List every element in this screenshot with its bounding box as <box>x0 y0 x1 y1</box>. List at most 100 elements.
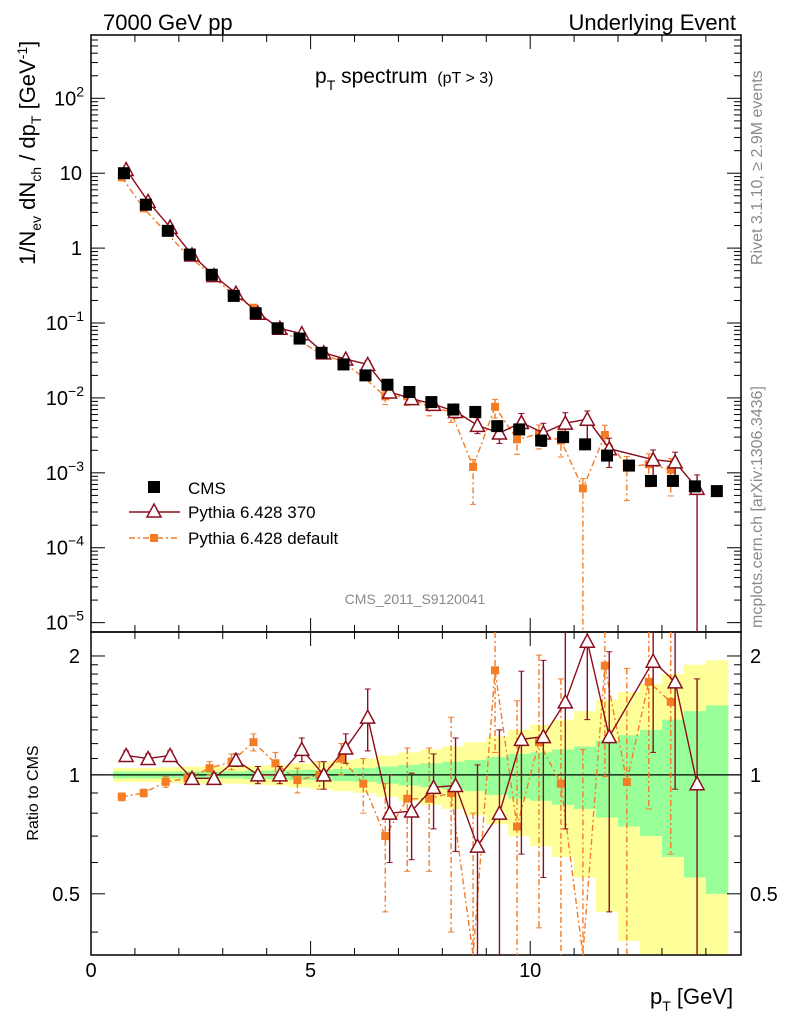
header-right: Underlying Event <box>568 10 736 35</box>
default-ratio-point <box>644 677 653 686</box>
tune370-ratio-point <box>227 751 245 767</box>
cms-data-point <box>710 485 723 498</box>
x-tick-label: 0 <box>85 960 96 982</box>
default-main-point <box>469 462 478 471</box>
default-main-point <box>513 435 522 444</box>
default-ratio-point <box>666 697 675 706</box>
ratio-tick-label-left: 1 <box>69 765 80 787</box>
x-tick-label: 10 <box>519 960 541 982</box>
stat-uncertainty-band <box>683 711 707 878</box>
cms-data-point <box>557 431 570 444</box>
tune370-ratio-point <box>359 708 376 724</box>
tune370-ratio-point <box>183 769 201 786</box>
ratio-tick-label-right: 1 <box>750 765 761 787</box>
stat-uncertainty-band <box>574 746 597 809</box>
default-ratio-point <box>600 661 609 670</box>
default-ratio-point <box>447 788 456 797</box>
default-ratio-point <box>556 779 565 788</box>
ratio-plot-frame <box>90 631 742 956</box>
axes-frame <box>90 34 742 956</box>
tune370-ratio-point <box>315 766 333 782</box>
cms-data-point <box>205 268 218 281</box>
ratio-tick-label-left: 2 <box>69 646 80 668</box>
tune370-main-point <box>557 414 574 430</box>
legend-label-370: Pythia 6.428 370 <box>188 503 316 522</box>
legend: CMS Pythia 6.428 370 Pythia 6.428 defaul… <box>129 479 339 548</box>
legend-label-default: Pythia 6.428 default <box>188 529 339 548</box>
y-tick-label: 10−4 <box>46 533 84 560</box>
default-main-point <box>666 465 675 474</box>
tune370-main-point <box>491 424 508 440</box>
tune370-ratio-point <box>249 766 267 782</box>
cms-data-point <box>227 289 240 302</box>
stat-uncertainty-band <box>596 740 619 818</box>
cms-data-point <box>425 396 438 409</box>
cms-data-point <box>139 198 152 211</box>
plot-title: pT spectrum (pT > 3) <box>315 65 493 93</box>
tune370-main-point <box>381 383 398 399</box>
tune370-ratio-point <box>425 778 442 795</box>
default-ratio-point <box>359 779 368 788</box>
tune370-ratio-point <box>666 673 684 689</box>
default-ratio-point <box>337 754 346 763</box>
cms-data-point <box>513 423 526 436</box>
tune370-ratio-point <box>117 746 135 763</box>
x-tick-label: 5 <box>305 960 316 982</box>
legend-marker-cms <box>148 481 160 493</box>
title-cut: (pT > 3) <box>437 70 493 87</box>
tune370-ratio-line <box>126 638 698 848</box>
cms-data-point <box>117 167 130 180</box>
default-ratio-point <box>622 777 631 786</box>
mcplots-label: mcplots.cern.ch [arXiv:1306.3436] <box>749 386 766 628</box>
tune370-ratio-point <box>403 802 420 818</box>
cms-data-point <box>293 332 306 345</box>
y-tick-label: 10−1 <box>46 308 84 335</box>
tune370-ratio-point <box>557 693 574 709</box>
ylabel-main: 1/N <box>15 231 40 265</box>
legend-marker-default <box>150 534 158 542</box>
ylabel-dN: dN <box>15 182 40 216</box>
default-ratio-point <box>161 777 170 786</box>
cms-data-point <box>623 459 636 472</box>
rivet-label: Rivet 3.1.10, ≥ 2.9M events <box>749 70 766 265</box>
xlabel-rest: [GeV] <box>671 984 733 1009</box>
ylabel-exp: -1 <box>14 47 30 60</box>
tune370-ratio-point <box>293 740 311 757</box>
cms-data-point <box>337 358 350 371</box>
y-tick-label: 10−5 <box>46 608 84 635</box>
tune370-main-point <box>469 416 486 433</box>
data-series <box>117 160 723 956</box>
tune370-ratio-point <box>337 739 354 755</box>
ylabel-sub-T: T <box>28 115 44 124</box>
ylabel-dp: / dp <box>15 124 40 167</box>
tune370-ratio-point <box>161 746 179 763</box>
tune370-ratio-point <box>271 766 289 782</box>
stat-uncertainty-band <box>486 756 509 795</box>
tune370-main-point <box>644 451 662 467</box>
ylabel-unit: [GeV <box>15 59 40 116</box>
ratio-tick-label-right: 0.5 <box>750 884 778 906</box>
y-tick-label: 1 <box>71 238 82 260</box>
stat-uncertainty-band <box>661 719 685 857</box>
ylabel-close: ] <box>15 41 40 47</box>
cms-data-point <box>535 434 548 447</box>
tune370-ratio-point <box>644 652 662 668</box>
cms-data-point <box>644 474 657 487</box>
legend-marker-370 <box>145 502 163 518</box>
cms-data-point <box>359 369 372 382</box>
stat-uncertainty-band <box>530 752 553 801</box>
tune370-ratio-point <box>513 730 530 747</box>
default-ratio-point <box>381 832 390 841</box>
tune370-main-point <box>579 410 596 426</box>
cms-data-point <box>601 449 614 462</box>
tune370-main-point <box>403 390 420 406</box>
cms-data-point <box>271 322 284 335</box>
default-main-point <box>600 430 609 439</box>
cms-data-point <box>447 403 460 416</box>
default-main-point <box>491 402 500 411</box>
cms-data-point <box>579 438 592 451</box>
x-axis-label: pT [GeV] <box>650 984 733 1014</box>
stat-uncertainty-band <box>464 760 487 792</box>
title-sub: T <box>327 77 336 93</box>
